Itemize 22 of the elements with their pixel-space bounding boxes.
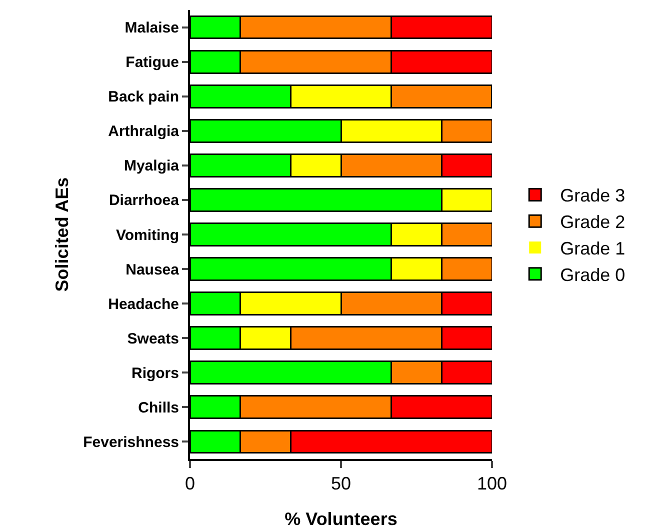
y-tick-label: Headache — [108, 296, 179, 313]
y-tick-label: Fatigue — [126, 54, 179, 72]
y-tick-label: Sweats — [127, 330, 179, 348]
y-axis-title: Solicited AEs — [52, 177, 72, 292]
y-tick-label: Arthralgia — [108, 123, 180, 140]
x-tick-label: 0 — [184, 474, 196, 494]
y-tick-label: Vomiting — [116, 226, 179, 244]
y-tick-label: Myalgia — [124, 158, 180, 175]
y-tick-label: Back pain — [108, 88, 179, 106]
x-axis-title: % Volunteers — [284, 509, 398, 529]
legend-label: Grade 1 — [560, 238, 626, 259]
y-tick-label: Diarrhoea — [108, 192, 180, 210]
x-tick-label: 100 — [476, 474, 508, 494]
y-tick-label: Chills — [138, 399, 179, 416]
legend-label: Grade 2 — [560, 212, 626, 232]
y-tick-label: Feverishness — [83, 434, 179, 451]
legend-label: Grade 3 — [560, 186, 626, 206]
x-tick-label: 50 — [330, 474, 352, 494]
y-tick-label: Malaise — [124, 20, 179, 37]
y-tick-label: Rigors — [131, 364, 179, 382]
legend-label: Grade 0 — [560, 264, 626, 285]
y-tick-label: Nausea — [126, 261, 180, 278]
